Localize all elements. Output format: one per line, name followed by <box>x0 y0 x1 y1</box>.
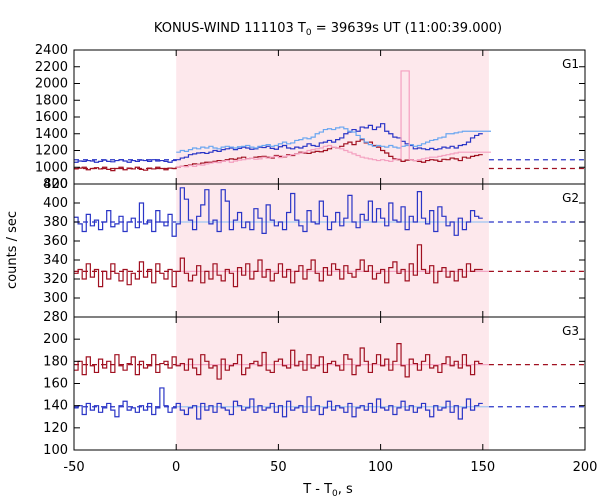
series-g1-blue <box>74 123 483 163</box>
series-g1-pink <box>176 70 491 168</box>
y-tick-label: 400 <box>43 196 68 211</box>
x-axis-label-main: T - T <box>302 482 332 497</box>
panel-label: G3 <box>562 324 579 338</box>
x-axis-label-rest: , s <box>338 482 353 497</box>
chart-title-rest: = 39639s UT (11:00:39.000) <box>312 21 502 36</box>
y-tick-label: 1000 <box>35 160 68 175</box>
x-tick-label: 0 <box>172 460 180 475</box>
y-tick-label: 120 <box>43 421 68 436</box>
y-tick-label: 100 <box>43 443 68 458</box>
x-tick-label: -50 <box>63 460 84 475</box>
x-tick-label: 100 <box>368 460 393 475</box>
panel-g3: 100 120 140 160 180 200 G3 <box>43 316 586 458</box>
series-g3-red <box>74 343 483 380</box>
y-tick-label: 2200 <box>35 60 68 75</box>
y-tick-label: 1200 <box>35 144 68 159</box>
series-g2-blue <box>74 187 483 237</box>
x-tick-label: 50 <box>270 460 287 475</box>
y-tick-label: 800 <box>43 177 68 192</box>
y-tick-label: 420 <box>43 177 68 192</box>
x-axis-label: T - T0, s <box>302 482 353 499</box>
plot-layer: 80010001200140016001800200022002400G1280… <box>35 43 598 475</box>
y-tick-label: 1600 <box>35 110 68 125</box>
y-tick-label: 320 <box>43 272 68 287</box>
y-tick-label: 340 <box>43 253 68 268</box>
y-tick-label: 180 <box>43 354 68 369</box>
chart-title-sub: 0 <box>306 28 312 38</box>
series-g1-light_blue <box>176 126 491 153</box>
panel-label: G1 <box>562 57 579 71</box>
y-tick-label: 1800 <box>35 93 68 108</box>
y-tick-label: 200 <box>43 332 68 347</box>
y-tick-label: 2400 <box>35 43 68 58</box>
y-tick-label: 280 <box>43 310 68 325</box>
y-tick-label: 300 <box>43 291 68 306</box>
chart-title: KONUS-WIND 111103 T0 = 39639s UT (11:00:… <box>154 21 502 38</box>
y-tick-label: 360 <box>43 234 68 249</box>
y-tick-label: 160 <box>43 377 68 392</box>
y-tick-label: 1400 <box>35 127 68 142</box>
series-g2-red <box>74 244 483 288</box>
panel-label: G2 <box>562 191 579 205</box>
x-tick-label: 200 <box>573 460 598 475</box>
y-tick-label: 380 <box>43 215 68 230</box>
x-tick-label: 150 <box>470 460 495 475</box>
chart-title-main: KONUS-WIND 111103 T <box>154 21 306 36</box>
y-tick-label: 2000 <box>35 77 68 92</box>
x-axis-label-sub: 0 <box>332 489 338 499</box>
y-axis-label: counts / sec <box>5 211 20 289</box>
series-g3-blue <box>74 387 483 420</box>
y-tick-label: 140 <box>43 399 68 414</box>
highlight-region <box>176 50 489 450</box>
